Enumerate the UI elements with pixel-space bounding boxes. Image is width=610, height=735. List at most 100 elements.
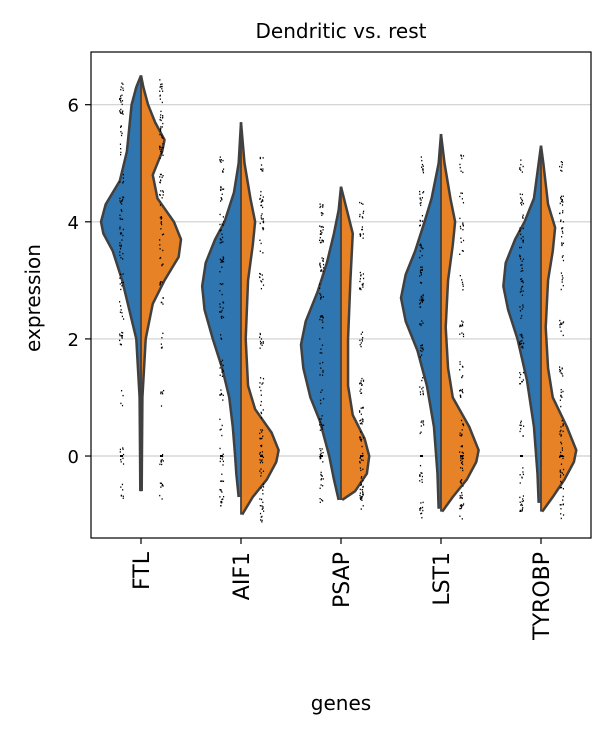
data-point (222, 394, 224, 397)
data-point (121, 100, 124, 102)
data-point (160, 221, 162, 223)
data-point (261, 437, 263, 440)
data-point (519, 334, 521, 336)
data-point (360, 288, 362, 291)
data-point (419, 256, 421, 259)
data-point (359, 235, 362, 237)
data-point (262, 493, 264, 495)
data-point (322, 263, 325, 266)
data-point (159, 116, 162, 119)
data-point (420, 274, 423, 276)
data-point (320, 474, 323, 477)
data-point (422, 348, 424, 351)
data-point (362, 277, 365, 280)
data-point (219, 367, 221, 369)
data-point (119, 301, 121, 303)
data-point (159, 216, 161, 219)
data-point-zero (360, 455, 363, 458)
data-point (521, 204, 523, 206)
data-point (219, 156, 221, 158)
violin-outline-rest (239, 122, 280, 516)
data-point (260, 429, 262, 431)
data-point (359, 410, 361, 412)
data-point (321, 269, 323, 271)
data-point (122, 497, 124, 499)
data-point (220, 389, 222, 391)
data-point (462, 222, 464, 224)
data-point (319, 316, 322, 318)
data-point (522, 236, 524, 238)
data-point (561, 243, 563, 246)
data-point (260, 472, 262, 474)
data-point (159, 181, 161, 184)
data-point (262, 168, 264, 170)
data-point (362, 203, 364, 205)
violin-half-rest (541, 145, 577, 512)
data-point (321, 319, 323, 321)
data-point (360, 274, 362, 276)
data-point (462, 366, 464, 368)
data-point (259, 453, 261, 455)
data-point (360, 495, 362, 498)
data-point (122, 182, 124, 184)
data-point (560, 272, 563, 274)
data-point (361, 491, 364, 493)
data-point (222, 261, 224, 263)
data-point (262, 506, 264, 508)
data-point (519, 343, 521, 345)
data-point (161, 347, 163, 349)
data-point (119, 217, 121, 220)
data-point (559, 368, 561, 371)
data-point (462, 503, 465, 505)
data-point (559, 399, 561, 401)
data-point (520, 278, 522, 281)
data-point (562, 503, 564, 506)
data-point (162, 191, 164, 193)
data-point (461, 429, 463, 431)
data-point (362, 212, 364, 214)
data-point (461, 433, 463, 435)
data-point (560, 426, 562, 428)
data-point (120, 389, 123, 392)
data-point (159, 150, 162, 153)
data-point (462, 424, 465, 427)
data-point (459, 163, 461, 166)
data-point (219, 213, 221, 216)
data-point (520, 169, 522, 171)
data-point (222, 364, 224, 367)
data-point (362, 493, 364, 496)
data-point (222, 170, 224, 172)
data-point (419, 250, 421, 252)
data-point (560, 394, 562, 397)
data-point (121, 336, 123, 338)
data-point (522, 258, 525, 260)
data-point (560, 195, 563, 198)
data-point (119, 242, 121, 244)
data-point (120, 97, 122, 99)
data-point (262, 409, 264, 411)
data-point (519, 227, 521, 229)
data-point (259, 470, 261, 472)
data-point (221, 371, 223, 373)
data-point (520, 422, 522, 424)
data-point (521, 260, 523, 262)
data-point (322, 371, 324, 373)
data-point (162, 392, 164, 395)
data-point (219, 496, 221, 498)
data-point (362, 455, 364, 457)
data-point (420, 324, 422, 327)
data-point (121, 337, 123, 339)
data-point (362, 336, 364, 339)
data-point (361, 226, 363, 228)
data-point (562, 210, 564, 212)
data-point (321, 448, 323, 450)
data-point (419, 474, 421, 476)
data-point (161, 85, 163, 88)
data-point (262, 221, 265, 224)
data-point (159, 173, 162, 176)
data-point (319, 262, 321, 264)
data-point (159, 282, 161, 284)
data-point (160, 482, 163, 485)
data-point (462, 283, 464, 286)
data-point (459, 369, 461, 371)
